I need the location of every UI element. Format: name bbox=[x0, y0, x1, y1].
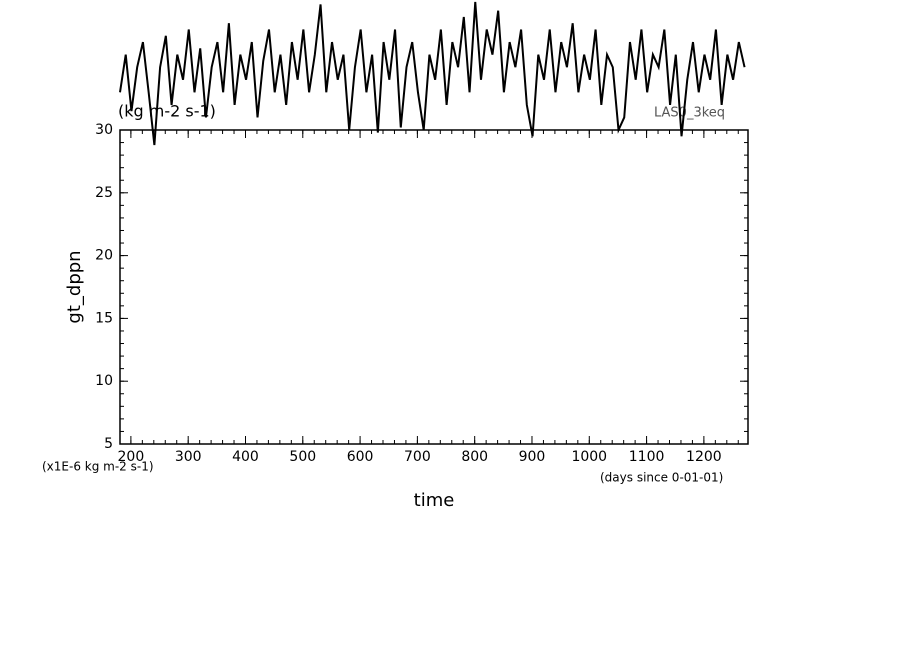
x-tick-label: 600 bbox=[347, 449, 374, 465]
x-tick-label: 500 bbox=[289, 449, 316, 465]
y-tick-label: 15 bbox=[95, 310, 113, 326]
y-unit-note: (x1E-6 kg m-2 s-1) bbox=[42, 460, 154, 474]
y-tick-label: 20 bbox=[95, 248, 113, 264]
y-tick-label: 25 bbox=[95, 185, 113, 201]
x-tick-label: 300 bbox=[175, 449, 202, 465]
x-tick-label: 200 bbox=[118, 449, 145, 465]
y-tick-label: 30 bbox=[95, 122, 113, 138]
x-tick-label: 400 bbox=[232, 449, 259, 465]
y-tick-label: 10 bbox=[95, 373, 113, 389]
units-top: (kg m-2 s-1) bbox=[118, 102, 216, 121]
run-label: LAS0_3keq bbox=[654, 106, 725, 121]
x-tick-label: 800 bbox=[461, 449, 488, 465]
y-tick-label: 5 bbox=[104, 436, 113, 452]
x-axis-label: time bbox=[414, 490, 455, 511]
plot-frame bbox=[119, 129, 749, 445]
x-tick-label: 1200 bbox=[686, 449, 722, 465]
x-tick-label: 1000 bbox=[571, 449, 607, 465]
data-line bbox=[119, 1, 746, 146]
x-tick-label: 1100 bbox=[629, 449, 665, 465]
x-tick-label: 900 bbox=[519, 449, 546, 465]
x-unit-note: (days since 0-01-01) bbox=[600, 471, 723, 485]
y-axis-label: gt_dppn bbox=[64, 250, 85, 323]
x-tick-label: 700 bbox=[404, 449, 431, 465]
